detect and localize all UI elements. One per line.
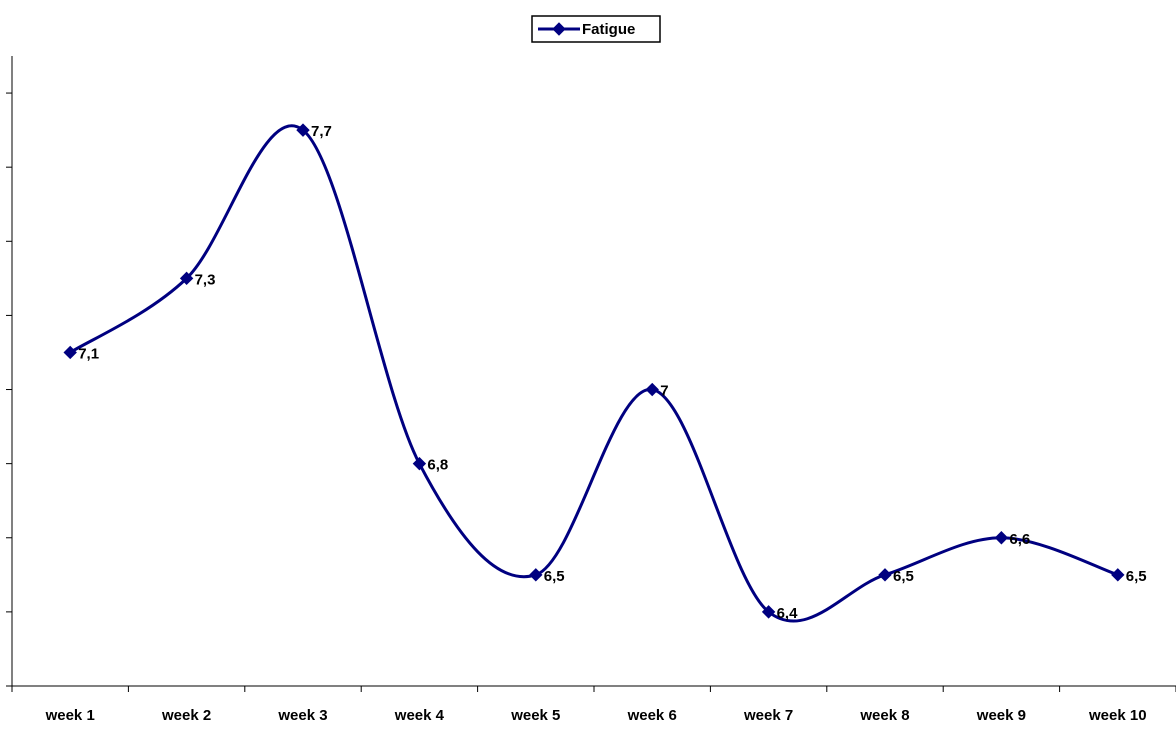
data-label: 7,1 bbox=[78, 345, 99, 362]
x-tick-label: week 4 bbox=[394, 707, 445, 724]
data-point-marker bbox=[412, 456, 427, 471]
legend-marker-swatch bbox=[552, 22, 566, 36]
x-tick-label: week 9 bbox=[976, 707, 1026, 724]
x-tick-label: week 2 bbox=[161, 707, 211, 724]
data-point-marker bbox=[761, 605, 776, 619]
data-label: 6,6 bbox=[1009, 531, 1030, 548]
data-point-marker bbox=[645, 382, 659, 397]
x-tick-label: week 6 bbox=[627, 707, 677, 724]
data-label: 6,8 bbox=[427, 457, 448, 474]
data-label: 6,5 bbox=[893, 568, 914, 585]
data-point-marker bbox=[994, 531, 1009, 545]
series-layer bbox=[63, 123, 1125, 623]
data-point-marker bbox=[63, 345, 77, 360]
data-label: 6,5 bbox=[1126, 568, 1147, 585]
x-tick-label: week 7 bbox=[743, 707, 793, 724]
data-point-marker bbox=[179, 271, 194, 286]
data-label: 7 bbox=[660, 383, 668, 400]
data-point-marker bbox=[1111, 568, 1125, 582]
data-labels: 7,1 7,3 7,7 6,8 6,5 7 6,4 6,5 6,6 6,5 bbox=[78, 123, 1146, 622]
data-label: 6,4 bbox=[777, 605, 799, 622]
axes: week 1 week 2 week 3 week 4 week 5 week 6 week… bbox=[6, 56, 1176, 724]
data-point-marker bbox=[296, 123, 310, 137]
data-point-marker bbox=[878, 568, 892, 582]
x-tick-label: week 10 bbox=[1088, 707, 1147, 724]
x-tick-label: week 1 bbox=[45, 707, 95, 724]
x-tick-label: week 5 bbox=[510, 707, 560, 724]
x-tick-label: week 8 bbox=[859, 707, 909, 724]
x-tick-label: week 3 bbox=[277, 707, 327, 724]
data-label: 6,5 bbox=[544, 568, 565, 585]
data-label: 7,7 bbox=[311, 123, 332, 140]
data-label: 7,3 bbox=[195, 271, 216, 288]
legend: Fatigue bbox=[531, 15, 661, 43]
data-point-marker bbox=[529, 568, 543, 582]
series-line-fatigue bbox=[69, 124, 1119, 623]
legend-label: Fatigue bbox=[582, 21, 635, 38]
